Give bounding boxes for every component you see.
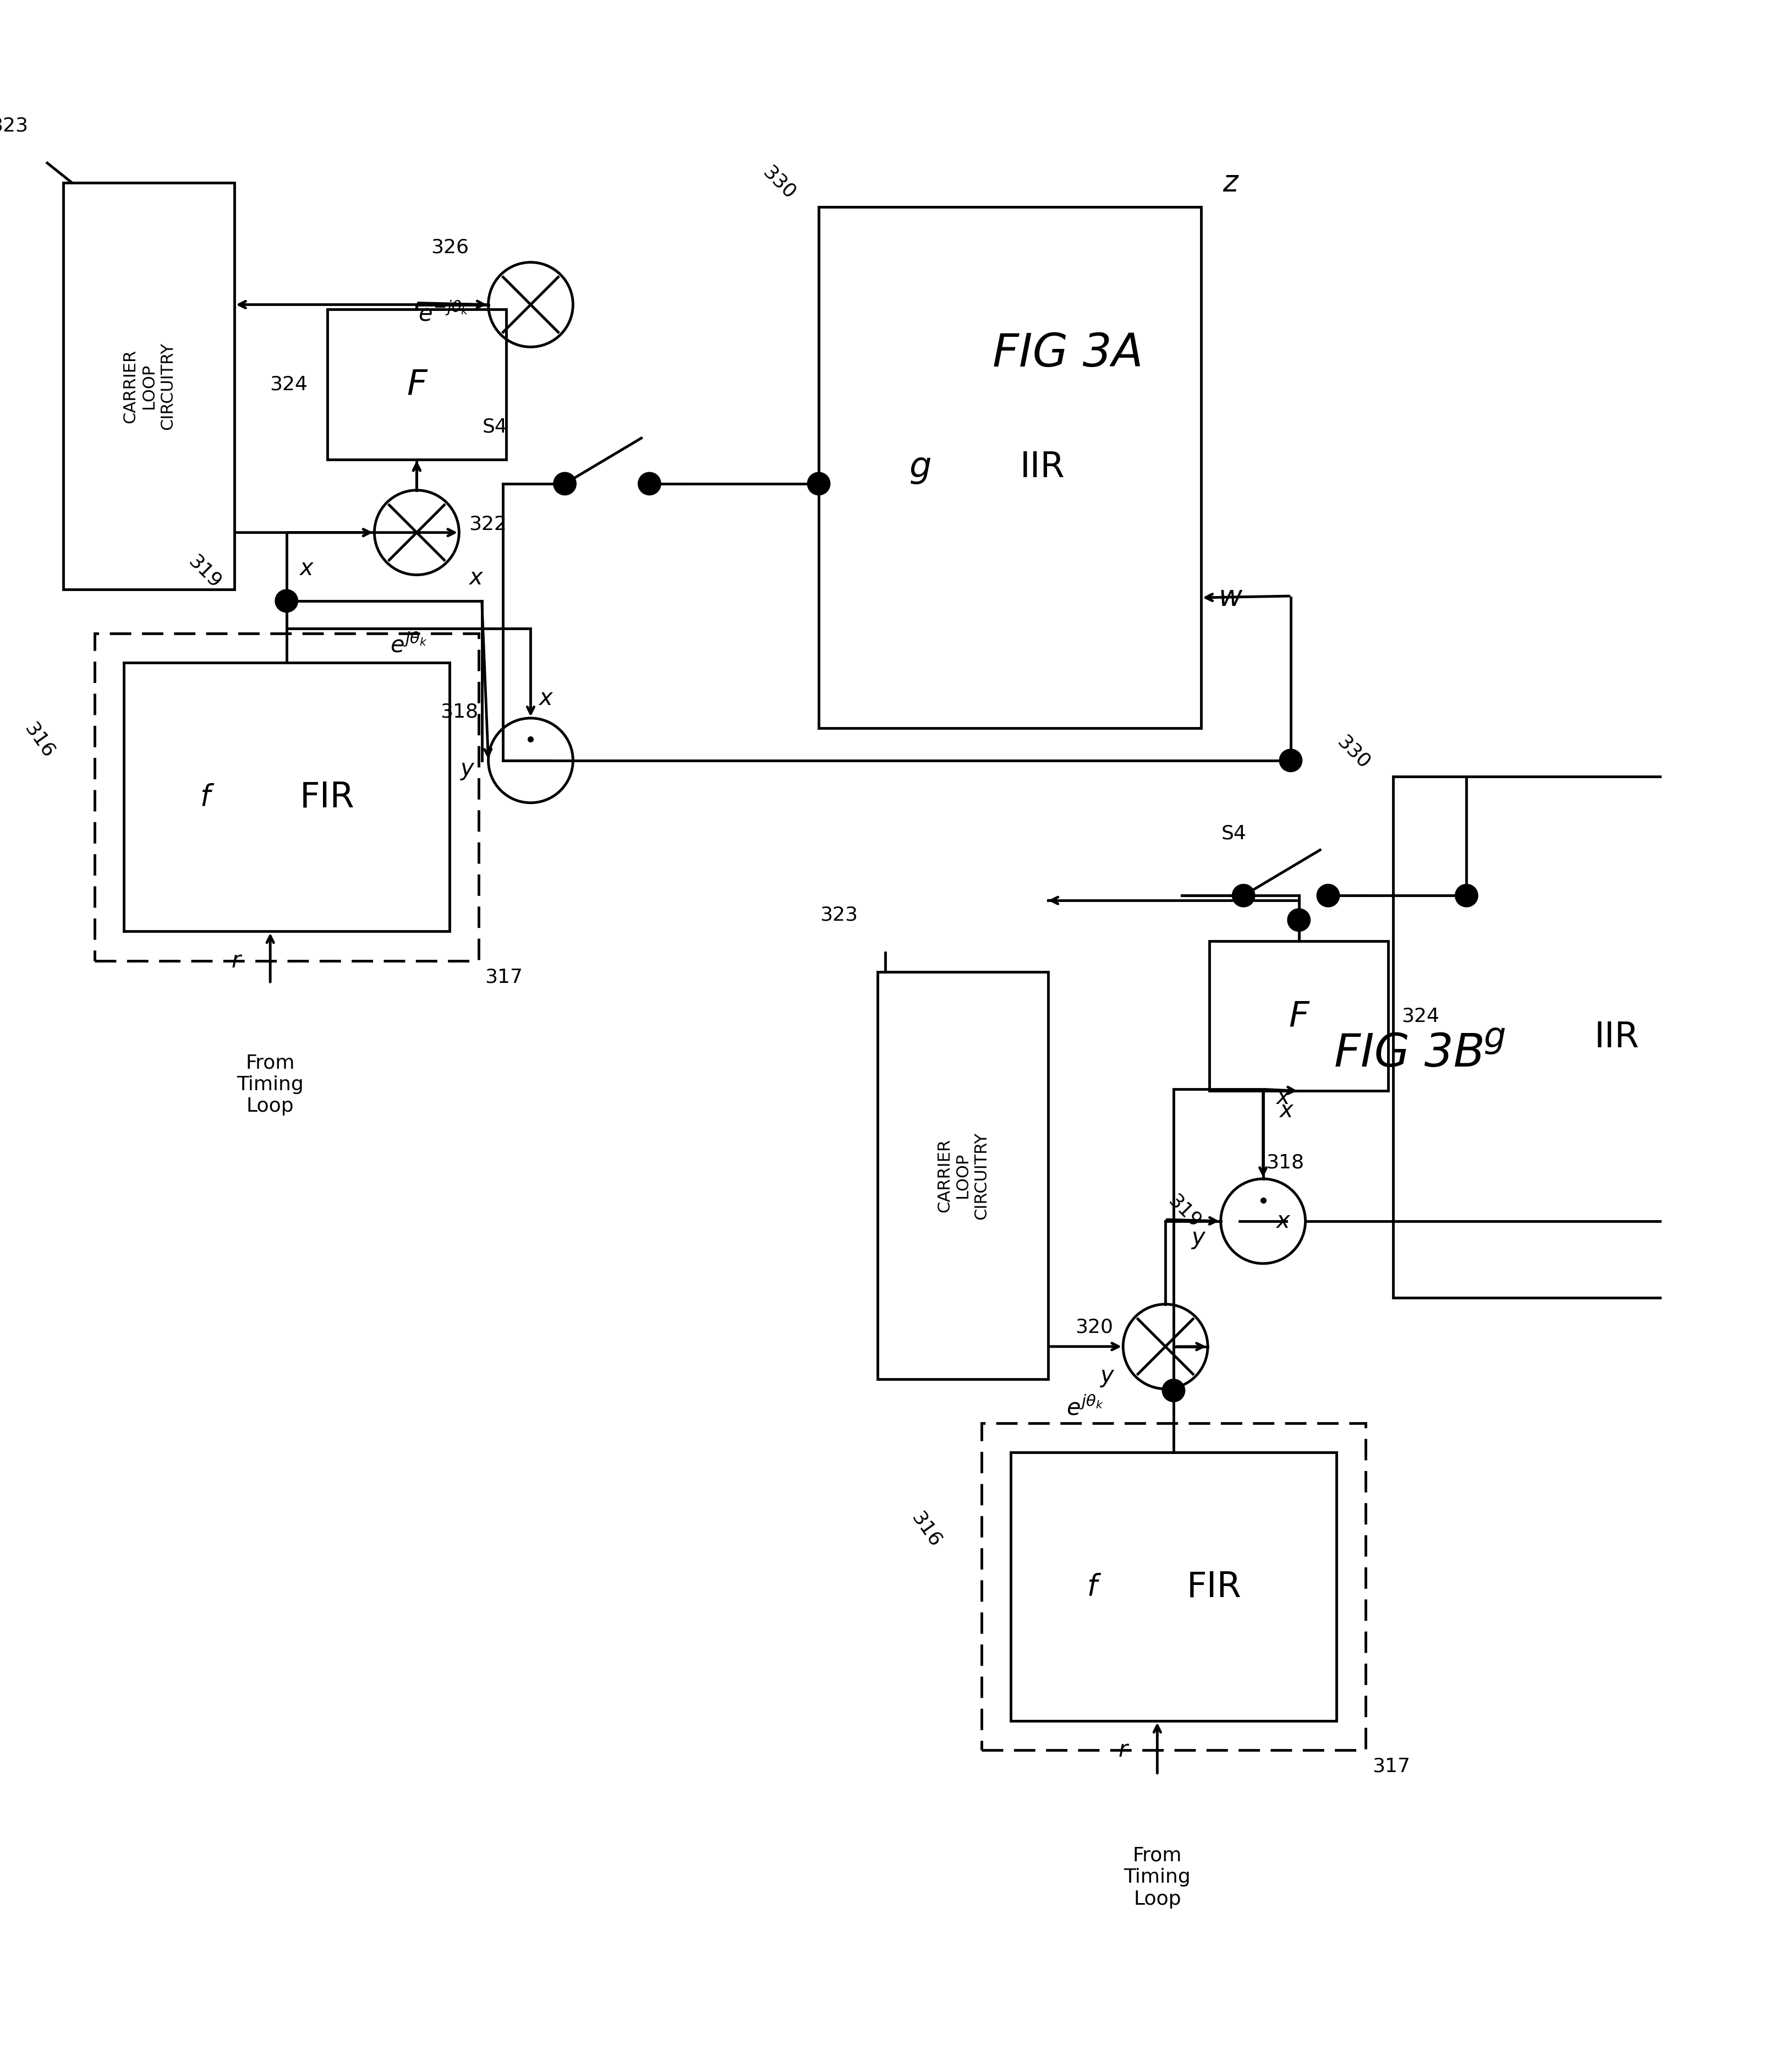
Bar bbox=[1011, 1451, 1337, 1720]
Text: 324: 324 bbox=[1401, 1007, 1439, 1025]
Bar bbox=[95, 633, 478, 961]
Text: F: F bbox=[407, 367, 426, 402]
Text: y: y bbox=[1192, 1226, 1204, 1248]
Text: 330: 330 bbox=[760, 162, 799, 203]
Text: 323: 323 bbox=[0, 117, 29, 135]
Text: g: g bbox=[909, 451, 932, 484]
Bar bbox=[124, 662, 450, 931]
Text: r: r bbox=[231, 949, 240, 972]
Text: 324: 324 bbox=[271, 375, 308, 394]
Text: x: x bbox=[1276, 1086, 1290, 1109]
Text: S4: S4 bbox=[482, 418, 507, 437]
Text: IIR: IIR bbox=[1595, 1021, 1640, 1054]
Text: FIR: FIR bbox=[1186, 1570, 1242, 1603]
Text: y: y bbox=[1100, 1365, 1113, 1388]
Text: From
Timing
Loop: From Timing Loop bbox=[1124, 1847, 1190, 1909]
Text: x: x bbox=[539, 687, 552, 709]
Text: CARRIER
LOOP
CIRCUITRY: CARRIER LOOP CIRCUITRY bbox=[122, 342, 176, 430]
Text: y: y bbox=[461, 756, 473, 781]
Text: 323: 323 bbox=[819, 906, 858, 925]
Circle shape bbox=[1287, 908, 1310, 931]
Text: 319: 319 bbox=[185, 551, 224, 592]
Text: x: x bbox=[1279, 1099, 1292, 1121]
Bar bbox=[1210, 941, 1389, 1091]
Text: FIG 3B: FIG 3B bbox=[1335, 1031, 1486, 1076]
Text: 317: 317 bbox=[1373, 1757, 1410, 1775]
Text: x: x bbox=[299, 558, 314, 580]
Bar bbox=[878, 972, 1048, 1380]
Text: F: F bbox=[1288, 998, 1308, 1033]
Text: S4: S4 bbox=[1220, 824, 1247, 843]
Text: 318: 318 bbox=[1267, 1154, 1305, 1173]
Text: 326: 326 bbox=[430, 238, 470, 256]
Text: 319: 319 bbox=[1165, 1191, 1204, 1232]
Circle shape bbox=[1163, 1380, 1185, 1402]
Text: IIR: IIR bbox=[1020, 451, 1064, 484]
Circle shape bbox=[1317, 884, 1340, 906]
Circle shape bbox=[808, 472, 830, 496]
Text: x: x bbox=[1276, 1210, 1290, 1232]
Text: w: w bbox=[1219, 584, 1242, 613]
Text: $e^{-j\theta_k}$: $e^{-j\theta_k}$ bbox=[418, 303, 470, 326]
Text: 322: 322 bbox=[470, 515, 507, 533]
Text: From
Timing
Loop: From Timing Loop bbox=[237, 1054, 303, 1115]
Bar bbox=[1392, 777, 1776, 1298]
Text: FIR: FIR bbox=[299, 779, 355, 814]
Text: FIG 3A: FIG 3A bbox=[993, 332, 1143, 375]
Text: f: f bbox=[201, 783, 210, 812]
Text: g: g bbox=[1484, 1021, 1505, 1054]
Text: z: z bbox=[1222, 168, 1238, 197]
Circle shape bbox=[1279, 748, 1303, 773]
Text: r: r bbox=[1118, 1738, 1127, 1761]
Circle shape bbox=[276, 590, 297, 613]
Bar bbox=[328, 310, 505, 459]
Circle shape bbox=[638, 472, 661, 496]
Bar bbox=[63, 182, 235, 590]
Circle shape bbox=[1233, 884, 1254, 906]
Text: f: f bbox=[1088, 1572, 1097, 1601]
Text: 317: 317 bbox=[486, 968, 523, 986]
Text: 316: 316 bbox=[20, 720, 57, 761]
Bar bbox=[819, 207, 1201, 728]
Text: $e^{j\theta_k}$: $e^{j\theta_k}$ bbox=[391, 633, 426, 658]
Text: CARRIER
LOOP
CIRCUITRY: CARRIER LOOP CIRCUITRY bbox=[935, 1132, 989, 1220]
Circle shape bbox=[1455, 884, 1478, 906]
Text: 318: 318 bbox=[441, 703, 478, 722]
Text: x: x bbox=[470, 566, 482, 590]
Text: $e^{j\theta_k}$: $e^{j\theta_k}$ bbox=[1066, 1396, 1104, 1421]
Text: 330: 330 bbox=[1333, 732, 1374, 773]
Circle shape bbox=[554, 472, 577, 496]
Bar bbox=[982, 1423, 1366, 1751]
Text: 320: 320 bbox=[1075, 1318, 1113, 1337]
Text: 316: 316 bbox=[907, 1509, 944, 1550]
